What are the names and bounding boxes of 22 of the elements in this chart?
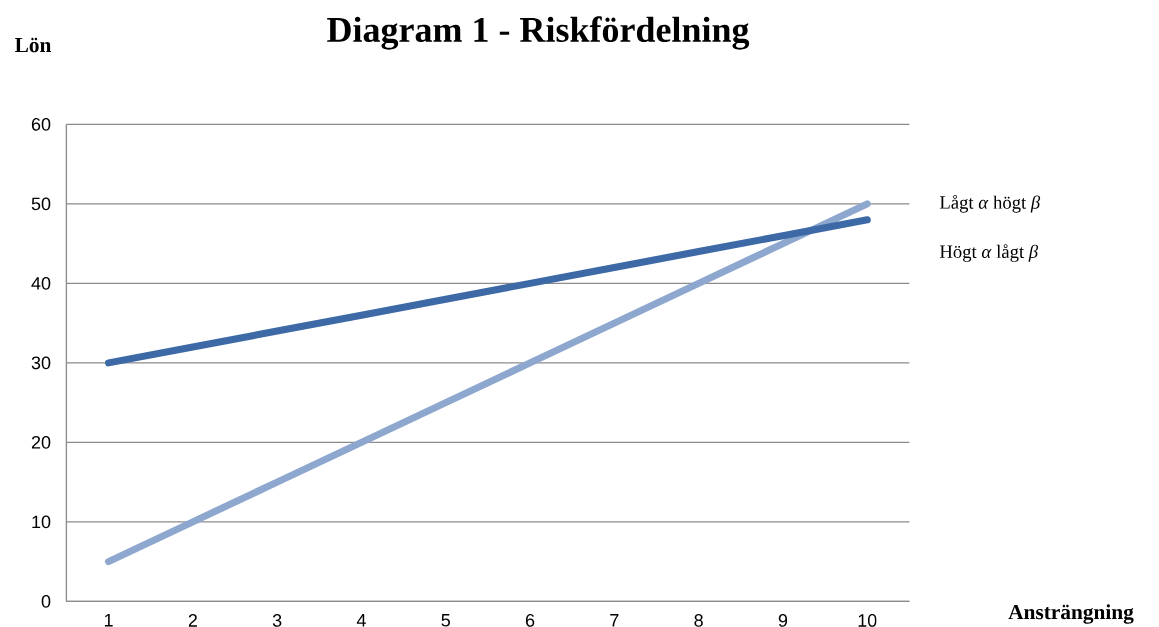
y-tick-label: 30	[31, 356, 51, 370]
x-tick-label: 6	[525, 614, 535, 627]
x-axis-title: Ansträngning	[1008, 604, 1134, 624]
y-tick-label: 50	[31, 197, 51, 211]
chart-title: Diagram 1 - Riskfördelning	[327, 16, 750, 50]
text: Lågt α högt β	[939, 195, 1041, 213]
x-tick-label: 4	[356, 614, 366, 627]
x-tick-label: 2	[188, 614, 197, 627]
x-tick-label: 5	[441, 614, 450, 627]
y-tick-label: 20	[31, 435, 51, 449]
x-tick-label: 10	[858, 614, 877, 627]
x-tick-label: 1	[104, 614, 113, 627]
y-tick-label: 60	[31, 117, 51, 131]
y-tick-label: 40	[31, 276, 51, 290]
x-tick-label: 3	[272, 614, 282, 627]
y-tick-label: 10	[32, 515, 51, 529]
y-axis-title: Lön	[14, 37, 52, 53]
y-tick-label: 0	[41, 594, 51, 608]
x-tick-label: 9	[778, 614, 788, 627]
x-tick-label: 8	[694, 614, 703, 627]
x-tick-label: 7	[610, 614, 619, 627]
text: Högt α lågt β	[939, 244, 1039, 262]
